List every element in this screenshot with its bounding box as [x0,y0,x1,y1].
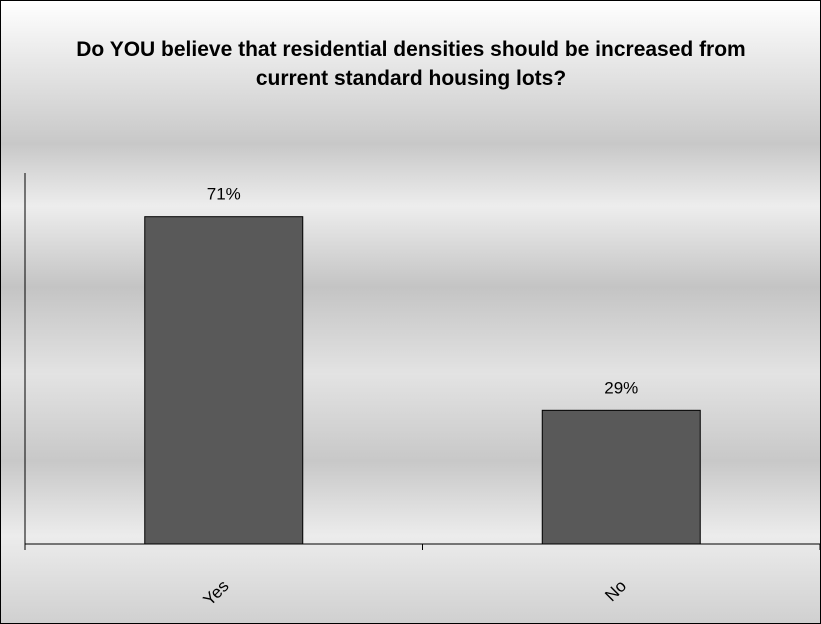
category-label-yes: Yes [200,576,233,609]
bar-no [541,409,701,545]
category-label-no: No [601,576,630,605]
ticks-layer [24,544,820,550]
chart-title: Do YOU believe that residential densitie… [76,38,746,90]
bars-layer [144,216,701,545]
data-label-yes: 71% [207,185,241,204]
data-label-no: 29% [604,378,638,397]
bar-yes [144,216,304,545]
